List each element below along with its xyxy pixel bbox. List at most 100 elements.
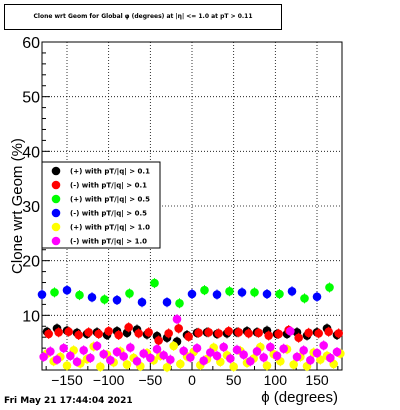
data-point: [262, 289, 272, 299]
data-point: [286, 326, 295, 336]
data-point: [125, 289, 134, 298]
data-point: [232, 345, 242, 355]
data-point: [332, 347, 342, 357]
data-point: [75, 290, 84, 300]
data-point: [237, 288, 247, 297]
legend-marker: [51, 194, 61, 204]
data-point: [279, 344, 288, 353]
data-point: [244, 329, 253, 338]
y-tick-label: 60: [22, 35, 40, 52]
data-point: [275, 289, 284, 299]
data-point: [176, 359, 185, 369]
data-point: [154, 336, 163, 345]
data-point: [287, 286, 297, 296]
data-point: [86, 353, 95, 363]
data-point: [62, 285, 72, 295]
data-point: [122, 360, 132, 369]
data-point: [212, 290, 222, 299]
data-point: [112, 295, 122, 305]
legend-marker: [51, 166, 61, 176]
data-point: [164, 329, 173, 338]
y-tick-label: 30: [22, 199, 40, 216]
data-point: [52, 355, 62, 364]
data-point: [112, 347, 122, 357]
data-point: [39, 352, 48, 362]
data-point: [72, 357, 82, 367]
x-tick-label: 100: [264, 372, 288, 388]
data-point: [300, 294, 309, 303]
data-point: [274, 329, 283, 339]
data-point: [44, 329, 53, 339]
data-point: [324, 327, 333, 337]
legend-box: [41, 161, 161, 249]
title-box: Clone wrt Geom for Global φ (degrees) at…: [4, 4, 282, 30]
data-point: [64, 327, 73, 337]
legend-marker: [51, 236, 61, 246]
data-point: [316, 355, 325, 364]
legend-label: (+) with pT/|q| > 0.1: [70, 168, 150, 177]
data-point: [259, 353, 268, 362]
data-point: [194, 328, 203, 338]
data-point: [139, 349, 148, 358]
data-point: [166, 355, 175, 364]
data-point: [119, 352, 128, 361]
data-point: [62, 361, 72, 370]
legend-marker: [51, 180, 61, 190]
data-point: [325, 283, 334, 292]
data-point: [152, 344, 162, 354]
data-point: [104, 326, 113, 336]
data-point: [326, 353, 335, 363]
data-point: [289, 360, 298, 369]
x-tick-label: −150: [51, 372, 83, 388]
data-point: [292, 352, 302, 362]
data-point: [192, 343, 202, 353]
data-point: [74, 330, 83, 340]
data-point: [226, 354, 235, 363]
x-tick-label: 0: [188, 372, 196, 388]
x-axis-label: ϕ (degrees): [261, 389, 338, 406]
data-point: [99, 349, 108, 359]
data-point: [179, 346, 188, 356]
data-point: [254, 328, 263, 338]
data-point: [319, 341, 328, 350]
data-point: [172, 314, 182, 324]
data-point: [200, 285, 209, 295]
data-point: [79, 346, 88, 355]
data-point: [84, 327, 93, 337]
data-point: [314, 329, 323, 338]
data-point: [92, 341, 102, 351]
data-point: [96, 362, 105, 372]
data-point: [174, 324, 183, 333]
data-point: [334, 329, 343, 338]
data-point: [54, 327, 63, 337]
data-point: [219, 342, 228, 352]
legend-label: (+) with pT/|q| > 1.0: [70, 224, 150, 233]
data-point: [206, 348, 215, 357]
legend-marker: [51, 222, 61, 232]
y-tick-label: 50: [22, 90, 40, 107]
data-point: [250, 288, 259, 297]
legend-marker: [51, 208, 61, 218]
data-point: [246, 356, 255, 366]
y-tick-label: 10: [22, 308, 40, 325]
data-point: [150, 278, 159, 288]
timestamp: Fri May 21 17:44:04 2021: [4, 396, 133, 406]
legend-label: (-) with pT/|q| > 0.1: [70, 182, 147, 191]
data-point: [294, 333, 303, 343]
data-point: [169, 341, 178, 351]
data-point: [234, 327, 243, 337]
data-point: [144, 327, 153, 337]
data-point: [299, 346, 308, 355]
data-point: [162, 362, 172, 372]
data-point: [272, 351, 282, 361]
data-point: [124, 323, 133, 332]
data-point: [262, 361, 272, 370]
data-point: [106, 355, 115, 365]
data-point: [187, 289, 197, 299]
points-layer: [37, 278, 345, 373]
y-axis-label: Clone wrt Geom (%): [9, 138, 26, 274]
data-point: [304, 328, 313, 338]
data-point: [37, 290, 47, 299]
data-point: [214, 329, 223, 338]
